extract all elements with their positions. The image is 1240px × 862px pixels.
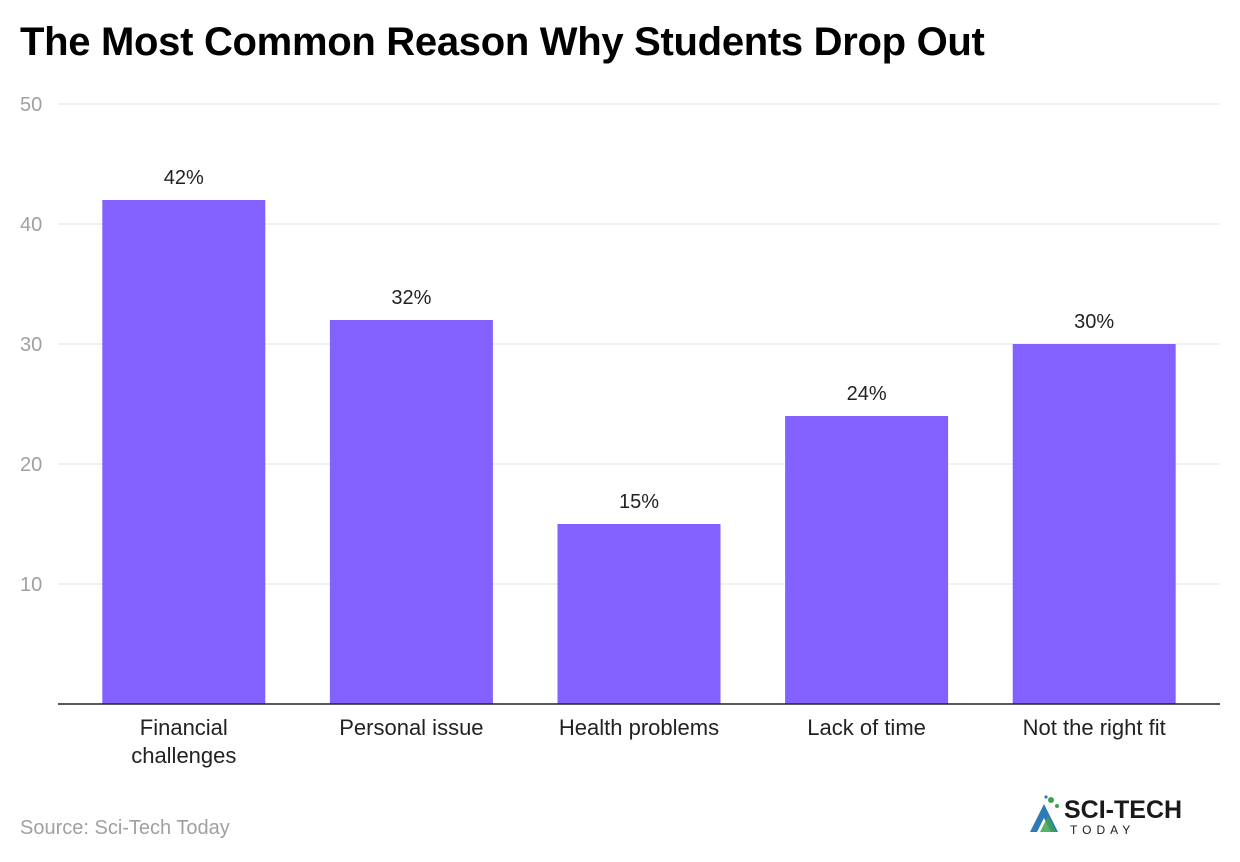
sci-tech-logo: SCI-TECH TODAY	[1030, 795, 1182, 837]
logo-text-main: SCI-TECH	[1064, 796, 1182, 824]
logo-mark-icon	[1030, 795, 1059, 832]
bar-chart: 10 20 30 40 50 42% 32% 15% 24% 30% Financial chal…	[20, 94, 1220, 768]
bar	[557, 524, 721, 704]
y-tick-label: 50	[20, 94, 42, 116]
data-label: 30%	[1074, 311, 1114, 333]
bars	[102, 200, 1176, 704]
bar	[102, 200, 266, 704]
chart-title: The Most Common Reason Why Students Drop…	[20, 20, 985, 64]
source-note: Source: Sci-Tech Today	[20, 817, 230, 839]
data-labels: 42% 32% 15% 24% 30%	[164, 167, 1115, 513]
data-label: 42%	[164, 167, 204, 189]
y-tick-label: 30	[20, 334, 42, 356]
data-label: 32%	[391, 287, 431, 309]
bar	[329, 320, 493, 704]
x-tick-label: Financial	[140, 715, 228, 740]
x-tick-label: Personal issue	[339, 715, 483, 740]
bar	[1012, 344, 1176, 704]
data-label: 15%	[619, 491, 659, 513]
y-tick-label: 10	[20, 574, 42, 596]
x-tick-label: Lack of time	[807, 715, 926, 740]
data-label: 24%	[847, 383, 887, 405]
y-tick-label: 40	[20, 214, 42, 236]
bar	[785, 416, 949, 704]
x-tick-label: Health problems	[559, 715, 719, 740]
y-tick-label: 20	[20, 454, 42, 476]
y-axis-ticks: 10 20 30 40 50	[20, 94, 42, 596]
logo-text-sub: TODAY	[1070, 823, 1135, 837]
x-axis-ticks: Financial challenges Personal issue Health …	[131, 715, 1166, 768]
x-tick-label: Not the right fit	[1023, 715, 1166, 740]
x-tick-label: challenges	[131, 743, 236, 768]
